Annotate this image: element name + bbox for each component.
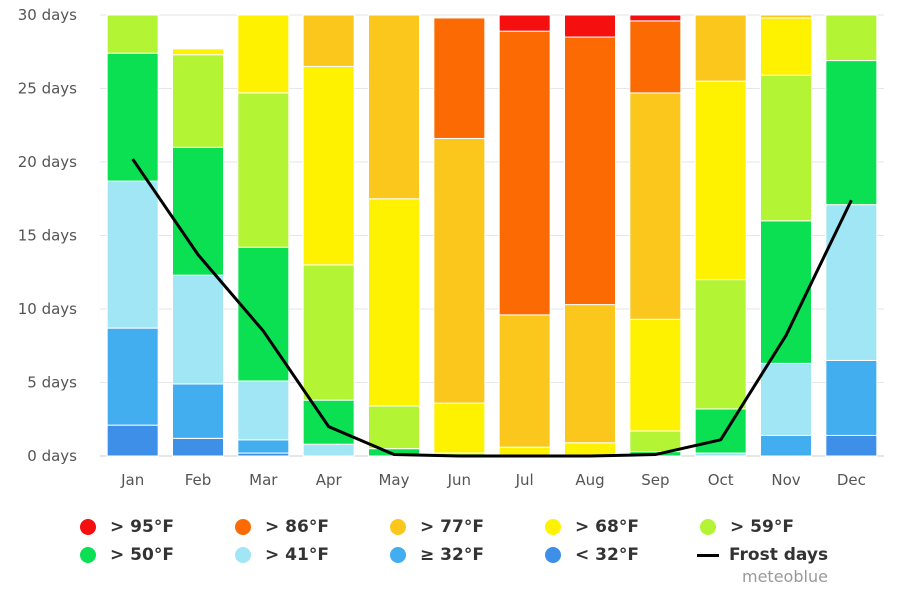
bar-segment[interactable] <box>237 246 290 382</box>
bar-segment[interactable] <box>433 17 486 139</box>
bar-segment[interactable] <box>825 434 878 457</box>
bar-segment[interactable] <box>172 48 224 56</box>
x-tick-label: Dec <box>837 471 866 489</box>
y-tick-label: 20 days <box>18 153 77 171</box>
x-tick-label: Jun <box>447 471 471 489</box>
bar-segment[interactable] <box>760 362 812 436</box>
bar-segment[interactable] <box>694 80 747 281</box>
x-tick-label: Mar <box>249 471 278 489</box>
bar-segment[interactable] <box>106 14 159 54</box>
bar-segment[interactable] <box>172 54 224 148</box>
x-tick-label: Aug <box>575 471 604 489</box>
x-tick-label: Feb <box>185 471 212 489</box>
x-tick-label: Nov <box>771 471 800 489</box>
bar-segment[interactable] <box>237 92 290 248</box>
x-tick-label: Jan <box>120 471 144 489</box>
y-tick-label: 10 days <box>18 300 77 318</box>
bar-segment[interactable] <box>172 383 224 439</box>
bar-segment[interactable] <box>564 442 616 457</box>
bar-segment[interactable] <box>237 14 290 94</box>
bar-segment[interactable] <box>760 14 812 19</box>
credit-meteoblue[interactable]: meteoblue <box>742 567 828 586</box>
bar-segment[interactable] <box>237 380 290 441</box>
x-tick-label: Apr <box>316 471 343 489</box>
bar-segment[interactable] <box>760 74 812 222</box>
bar-segment[interactable] <box>302 264 355 401</box>
bar-segment[interactable] <box>302 399 355 445</box>
bar-segment[interactable] <box>629 430 682 453</box>
y-tick-label: 0 days <box>27 447 77 465</box>
bar-segment[interactable] <box>498 14 551 32</box>
bar-segment[interactable] <box>694 14 747 82</box>
bar-segment[interactable] <box>564 14 616 38</box>
bar-segment[interactable] <box>760 434 812 457</box>
bar-segment[interactable] <box>498 30 551 316</box>
bar-segment[interactable] <box>498 314 551 448</box>
bar-segment[interactable] <box>368 14 420 200</box>
bar-segment[interactable] <box>106 52 159 182</box>
bar-segment[interactable] <box>825 60 878 206</box>
y-tick-label: 25 days <box>18 80 77 98</box>
bar-segment[interactable] <box>302 65 355 266</box>
bar-segment[interactable] <box>106 180 159 329</box>
y-tick-label: 15 days <box>18 227 77 245</box>
bar-segment[interactable] <box>368 198 420 407</box>
bar-segment[interactable] <box>629 14 682 22</box>
bar-segment[interactable] <box>760 17 812 76</box>
bar-segment[interactable] <box>368 405 420 450</box>
frost-days-line <box>131 158 853 458</box>
x-tick-label: May <box>378 471 409 489</box>
bar-segment[interactable] <box>106 327 159 426</box>
x-tick-label: Sep <box>641 471 669 489</box>
bar-segment[interactable] <box>172 274 224 385</box>
bar-segment[interactable] <box>760 220 812 364</box>
bar-segment[interactable] <box>629 20 682 94</box>
bar-segment[interactable] <box>172 437 224 457</box>
bar-segment[interactable] <box>825 14 878 62</box>
bar-segment[interactable] <box>237 439 290 454</box>
x-tick-label: Oct <box>708 471 734 489</box>
bar-segment[interactable] <box>433 137 486 404</box>
bar-segment[interactable] <box>629 318 682 432</box>
bar-segment[interactable] <box>825 359 878 436</box>
bar-segment[interactable] <box>694 408 747 454</box>
bar-segment[interactable] <box>629 92 682 320</box>
y-tick-label: 30 days <box>18 6 77 24</box>
bar-segment[interactable] <box>302 443 355 457</box>
bar-segment[interactable] <box>302 14 355 67</box>
bar-segment[interactable] <box>106 424 159 457</box>
bar-segment[interactable] <box>825 204 878 361</box>
bar-segment[interactable] <box>564 304 616 444</box>
x-tick-label: Jul <box>515 471 534 489</box>
bar-segment[interactable] <box>433 402 486 454</box>
bar-segment[interactable] <box>694 279 747 410</box>
bar-segment[interactable] <box>564 36 616 306</box>
y-tick-label: 5 days <box>27 374 77 392</box>
